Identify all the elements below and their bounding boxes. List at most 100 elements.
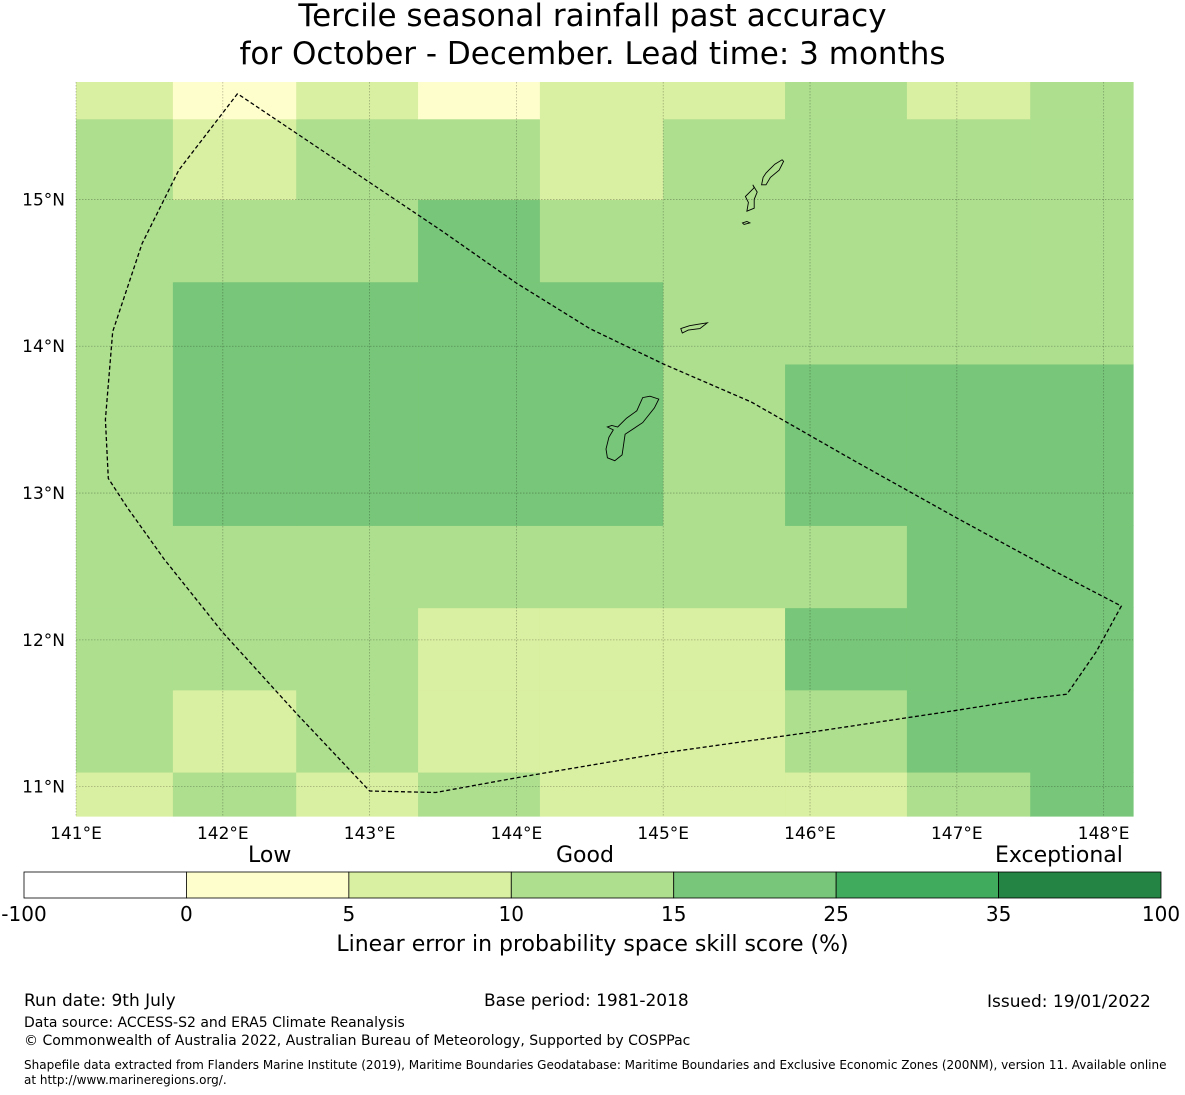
grid-cell bbox=[663, 118, 786, 201]
latitude-tick-label: 14°N bbox=[22, 337, 65, 357]
longitude-tick-label: 147°E bbox=[931, 824, 983, 844]
grid-cell bbox=[539, 118, 664, 201]
grid-cell bbox=[296, 525, 419, 609]
latitude-tick-label: 12°N bbox=[22, 631, 65, 651]
island-coastlines bbox=[605, 159, 785, 462]
island-outline bbox=[741, 221, 752, 225]
eez-boundary-line bbox=[104, 93, 1123, 794]
grid-cell bbox=[785, 607, 908, 691]
copyright-notice: © Commonwealth of Australia 2022, Austra… bbox=[24, 1033, 691, 1049]
grid-cell bbox=[418, 689, 541, 773]
grid-cell bbox=[785, 525, 908, 609]
grid-cell bbox=[172, 281, 297, 365]
grid-cell bbox=[418, 199, 541, 283]
grid-cell bbox=[76, 281, 174, 365]
skill-grid-cells bbox=[76, 82, 1134, 817]
grid-cell bbox=[663, 771, 786, 817]
latitude-tick-label: 11°N bbox=[22, 778, 65, 798]
grid-cell bbox=[785, 82, 908, 120]
grid-cell bbox=[76, 363, 174, 526]
grid-cell bbox=[296, 771, 419, 817]
longitude-tick-label: 145°E bbox=[637, 824, 689, 844]
colorbar-tick-label: 35 bbox=[986, 902, 1011, 926]
grid-cell bbox=[663, 363, 786, 526]
longitude-tick-label: 141°E bbox=[50, 824, 102, 844]
island-outline bbox=[605, 395, 660, 462]
grid-cell bbox=[1030, 525, 1134, 609]
grid-cell bbox=[906, 689, 1031, 773]
grid-cell bbox=[785, 363, 908, 526]
grid-cell bbox=[785, 199, 908, 283]
run-date: Run date: 9th July bbox=[24, 991, 176, 1011]
grid-cell bbox=[172, 771, 297, 817]
grid-cell bbox=[76, 199, 174, 283]
longitude-tick-label: 146°E bbox=[784, 824, 836, 844]
grid-cell bbox=[539, 525, 664, 609]
chart-title-line-2: for October - December. Lead time: 3 mon… bbox=[239, 36, 946, 72]
grid-cell bbox=[906, 199, 1031, 283]
grid-cell bbox=[172, 689, 297, 773]
colorbar-tick-label: 0 bbox=[180, 902, 193, 926]
colorbar-category-exceptional: Exceptional bbox=[995, 843, 1123, 868]
issued-date: Issued: 19/01/2022 bbox=[987, 992, 1151, 1012]
grid-cell bbox=[1030, 199, 1134, 283]
colorbar-category-good: Good bbox=[556, 843, 614, 868]
colorbar: -100 0 5 10 15 25 35 100 bbox=[1, 871, 1180, 926]
grid-cell bbox=[663, 82, 786, 120]
grid-cell bbox=[172, 525, 297, 609]
grid-cell bbox=[785, 118, 908, 201]
grid-cell bbox=[172, 118, 297, 201]
colorbar-segment bbox=[23, 871, 187, 899]
grid-cell bbox=[906, 281, 1031, 365]
grid-cell bbox=[785, 771, 908, 817]
grid-cell bbox=[906, 525, 1031, 609]
longitude-tick-label: 144°E bbox=[491, 824, 543, 844]
grid-cell bbox=[172, 199, 297, 283]
grid-cell bbox=[76, 689, 174, 773]
grid-cell bbox=[663, 607, 786, 691]
grid-cell bbox=[76, 82, 174, 120]
colorbar-segment bbox=[186, 871, 350, 899]
grid-cell bbox=[296, 363, 419, 526]
colorbar-tick-label: 25 bbox=[823, 902, 848, 926]
grid-cell bbox=[785, 281, 908, 365]
grid-cell bbox=[172, 363, 297, 526]
grid-cell bbox=[539, 199, 664, 283]
colorbar-tick-label: 5 bbox=[342, 902, 355, 926]
grid-cell bbox=[172, 607, 297, 691]
base-period: Base period: 1981-2018 bbox=[484, 991, 689, 1011]
grid-cell bbox=[76, 771, 174, 817]
island-outline bbox=[680, 322, 709, 334]
grid-cell bbox=[1030, 689, 1134, 773]
colorbar-label: Linear error in probability space skill … bbox=[336, 932, 849, 957]
grid-cell bbox=[418, 118, 541, 201]
grid-cell bbox=[539, 363, 664, 526]
colorbar-tick-label: 100 bbox=[1142, 902, 1180, 926]
grid-cell bbox=[296, 689, 419, 773]
grid-cell bbox=[1030, 281, 1134, 365]
grid-cell bbox=[1030, 771, 1134, 817]
grid-cell bbox=[1030, 118, 1134, 201]
grid-cell bbox=[296, 82, 419, 120]
grid-cell bbox=[539, 771, 664, 817]
grid-cell bbox=[906, 82, 1031, 120]
grid-cell bbox=[418, 82, 541, 120]
grid-cell bbox=[906, 118, 1031, 201]
colorbar-category-low: Low bbox=[248, 843, 292, 868]
colorbar-segment bbox=[998, 871, 1162, 899]
colorbar-tick-label: 10 bbox=[499, 902, 524, 926]
latitude-tick-label: 15°N bbox=[22, 190, 65, 210]
grid-cell bbox=[906, 771, 1031, 817]
grid-cell bbox=[663, 281, 786, 365]
grid-cell bbox=[418, 771, 541, 817]
data-source: Data source: ACCESS-S2 and ERA5 Climate … bbox=[24, 1015, 405, 1031]
grid-cell bbox=[296, 607, 419, 691]
grid-cell bbox=[1030, 607, 1134, 691]
grid-cell bbox=[539, 82, 664, 120]
grid-cell bbox=[663, 199, 786, 283]
grid-cell bbox=[785, 689, 908, 773]
grid-cell bbox=[539, 607, 664, 691]
colorbar-segment bbox=[510, 871, 675, 899]
latitude-tick-label: 13°N bbox=[22, 484, 65, 504]
